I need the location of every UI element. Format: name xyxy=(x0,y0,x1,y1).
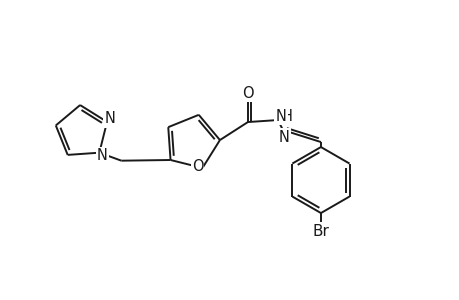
Text: Br: Br xyxy=(312,224,329,238)
Text: O: O xyxy=(241,85,253,100)
Text: N: N xyxy=(278,130,289,145)
Text: H: H xyxy=(281,109,292,124)
Text: O: O xyxy=(191,160,203,175)
Text: N: N xyxy=(97,148,107,163)
Text: N: N xyxy=(275,109,286,124)
Text: N: N xyxy=(104,111,115,126)
